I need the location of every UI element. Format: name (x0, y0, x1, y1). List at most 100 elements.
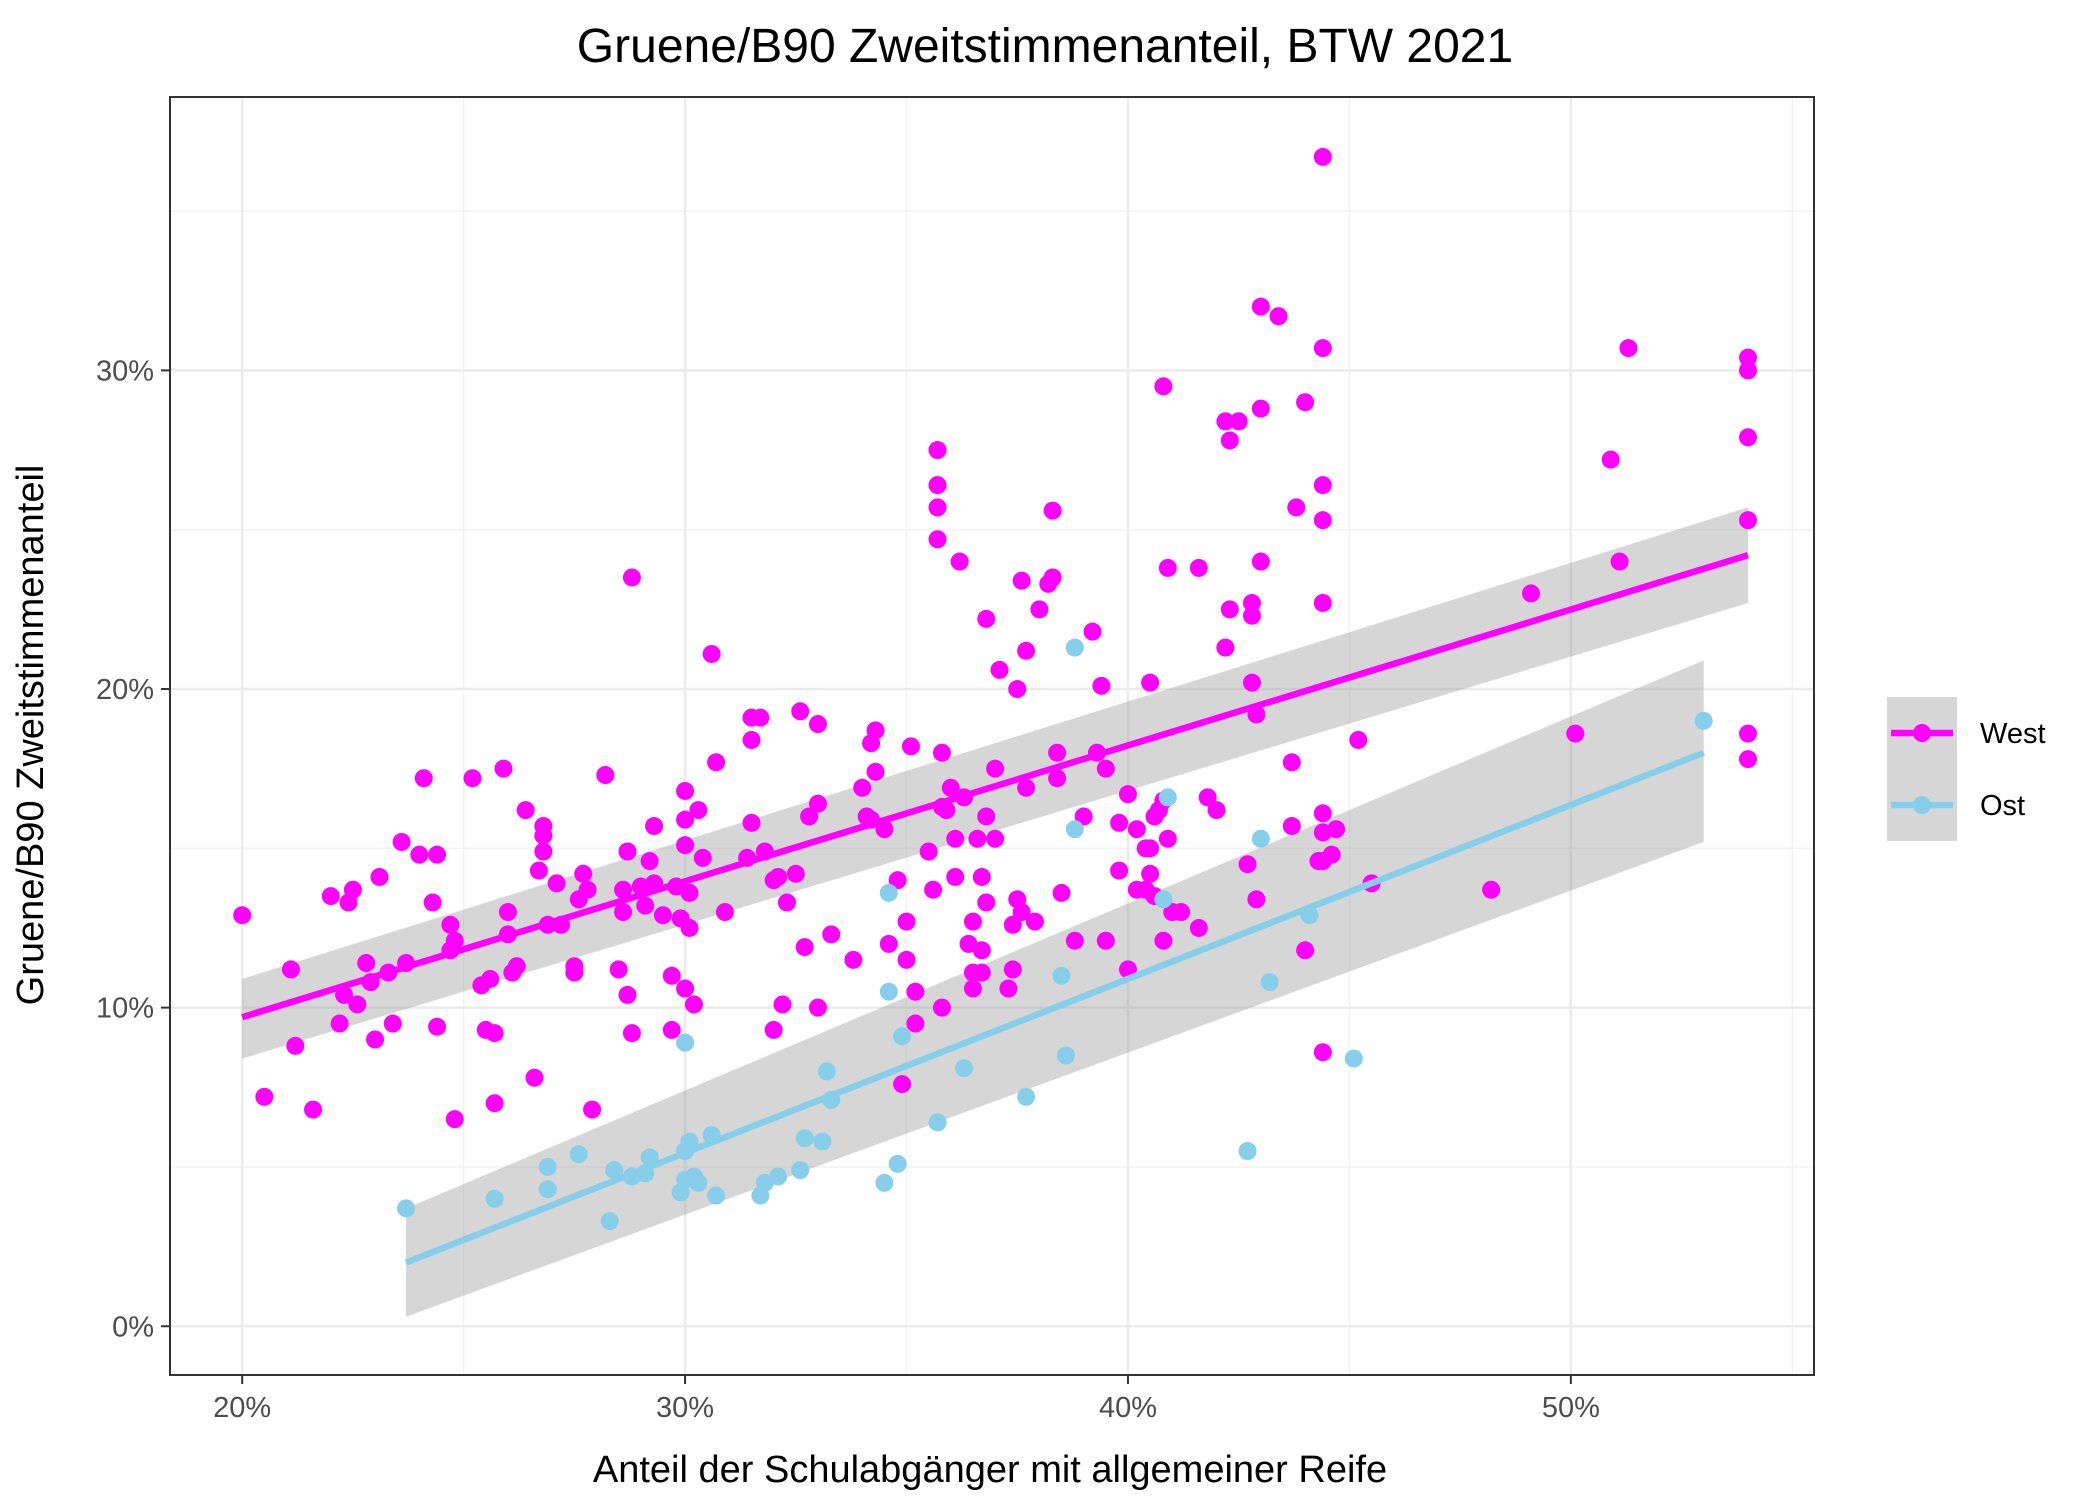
data-point-west (583, 1100, 602, 1119)
data-point-west (769, 867, 788, 886)
data-point-west (525, 1068, 544, 1087)
data-point-west (1096, 759, 1115, 778)
data-point-west (1313, 476, 1332, 495)
data-point-west (1127, 820, 1146, 839)
data-point-west (1043, 568, 1062, 587)
data-point-west (1739, 428, 1758, 447)
data-point-west (707, 753, 726, 772)
data-point-west (977, 893, 996, 912)
data-point-west (370, 867, 389, 886)
data-point-west (1092, 676, 1111, 695)
data-point-west (534, 842, 553, 861)
data-point-ost (1052, 966, 1071, 985)
data-point-west (888, 871, 907, 890)
data-point-west (986, 829, 1005, 848)
data-point-west (445, 1110, 464, 1129)
data-point-west (330, 1014, 349, 1033)
data-point-west (618, 985, 637, 1004)
data-point-west (742, 813, 761, 832)
data-point-west (1043, 501, 1062, 520)
data-point-west (972, 963, 991, 982)
data-point-ost (538, 1157, 557, 1176)
data-point-west (808, 998, 827, 1017)
data-point-west (999, 979, 1018, 998)
data-point-west (1229, 412, 1248, 431)
data-point-west (516, 801, 535, 820)
data-point-west (445, 931, 464, 950)
data-point-west (866, 762, 885, 781)
data-point-west (1313, 804, 1332, 823)
data-point-west (1282, 753, 1301, 772)
data-point-west (676, 979, 695, 998)
data-point-west (941, 778, 960, 797)
data-point-west (1238, 855, 1257, 874)
data-point-west (1220, 600, 1239, 619)
legend-item-ost: Ost (1887, 769, 2025, 841)
data-point-west (1313, 1043, 1332, 1062)
data-point-west (498, 903, 517, 922)
data-point-west (383, 1014, 402, 1033)
data-point-west (946, 829, 965, 848)
data-point-west (428, 1017, 447, 1036)
legend-item-west: West (1887, 697, 2046, 769)
data-point-west (963, 979, 982, 998)
data-point-ost (689, 1173, 708, 1192)
data-point-west (1110, 861, 1129, 880)
data-point-west (800, 807, 819, 826)
data-point-west (1216, 412, 1235, 431)
data-point-west (366, 1030, 385, 1049)
data-point-west (321, 887, 340, 906)
data-point-west (879, 934, 898, 953)
data-point-west (1521, 584, 1540, 603)
data-point-west (1269, 307, 1288, 326)
data-point-west (1158, 558, 1177, 577)
data-point-west (676, 836, 695, 855)
data-point-west (676, 781, 695, 800)
data-point-ost (795, 1129, 814, 1148)
data-point-ost (1154, 890, 1173, 909)
data-point-west (808, 715, 827, 734)
data-point-west (410, 845, 429, 864)
data-point-west (1322, 845, 1341, 864)
legend-label: Ost (1980, 790, 2025, 822)
data-point-west (919, 842, 938, 861)
data-point-west (742, 730, 761, 749)
data-point-west (547, 874, 566, 893)
data-point-west (485, 1094, 504, 1113)
data-point-west (1141, 864, 1160, 883)
data-point-west (1189, 558, 1208, 577)
fit-line-ost (404, 749, 1705, 1266)
legend-key-point (1913, 796, 1931, 814)
data-point-west (1141, 839, 1160, 858)
data-point-west (777, 893, 796, 912)
data-point-west (1619, 339, 1638, 358)
data-point-west (1083, 622, 1102, 641)
data-point-west (233, 906, 252, 925)
data-point-ost (1065, 638, 1084, 657)
data-point-west (693, 848, 712, 867)
data-point-west (791, 702, 810, 721)
data-point-ost (879, 982, 898, 1001)
data-point-ost (569, 1145, 588, 1164)
data-point-west (928, 530, 947, 549)
plot-panel (169, 96, 1815, 1376)
data-point-west (924, 880, 943, 899)
data-point-west (932, 998, 951, 1017)
data-point-ost (605, 1161, 624, 1180)
data-point-west (702, 644, 721, 663)
data-point-west (1048, 769, 1067, 788)
data-point-west (255, 1087, 274, 1106)
data-point-ost (813, 1132, 832, 1151)
data-point-west (1242, 606, 1261, 625)
data-point-west (1566, 724, 1585, 743)
data-point-ost (1065, 820, 1084, 839)
data-point-west (680, 918, 699, 937)
data-point-west (485, 1024, 504, 1043)
data-point-west (463, 769, 482, 788)
data-point-west (1242, 593, 1261, 612)
data-point-west (950, 552, 969, 571)
x-tick-label: 30% (656, 1392, 714, 1424)
data-point-west (1110, 813, 1129, 832)
data-point-west (684, 995, 703, 1014)
data-point-west (893, 1075, 912, 1094)
